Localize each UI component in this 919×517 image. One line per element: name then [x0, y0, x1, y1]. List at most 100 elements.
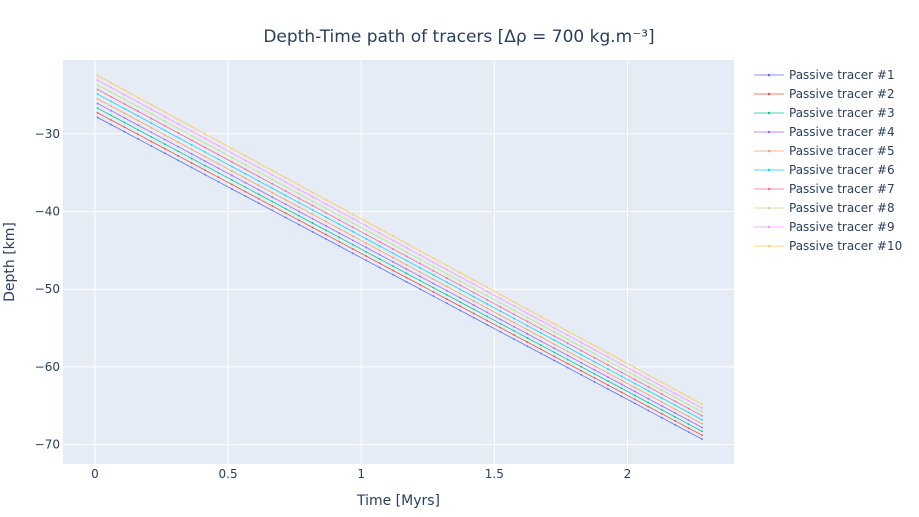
data-point: [553, 335, 556, 337]
data-point: [204, 160, 206, 163]
data-point: [607, 356, 609, 358]
series-line: [97, 84, 703, 413]
data-point: [526, 341, 529, 344]
data-point: [338, 219, 341, 221]
data-point: [526, 320, 529, 323]
data-point: [701, 418, 703, 421]
data-point: [298, 184, 300, 186]
data-point: [445, 302, 448, 305]
data-point: [271, 187, 274, 190]
data-point: [566, 338, 569, 341]
data-point: [217, 149, 220, 152]
legend-marker: [767, 73, 771, 77]
data-point: [150, 103, 153, 106]
data-point: [96, 102, 99, 105]
data-point: [110, 105, 112, 107]
data-point: [620, 371, 623, 374]
data-point: [123, 117, 126, 119]
data-point: [110, 91, 112, 94]
data-point: [311, 195, 314, 198]
data-point: [284, 176, 287, 179]
data-point: [123, 130, 126, 133]
data-point: [660, 412, 663, 415]
data-point: [257, 166, 260, 169]
legend-item-4[interactable]: Passive tracer #4: [754, 125, 895, 139]
series-lines: [96, 74, 703, 441]
data-point: [325, 224, 327, 227]
data-point: [271, 200, 274, 203]
data-point: [445, 285, 448, 288]
data-point: [137, 114, 139, 117]
series-3: [96, 107, 703, 433]
data-point: [110, 86, 112, 89]
data-point: [499, 326, 502, 329]
data-point: [419, 279, 421, 282]
data-point: [190, 166, 193, 169]
data-point: [137, 138, 139, 140]
data-point: [526, 324, 529, 327]
data-point: [163, 115, 166, 118]
data-point: [110, 81, 112, 84]
data-point: [580, 373, 583, 376]
data-point: [499, 314, 502, 317]
data-point: [647, 401, 650, 404]
data-point: [620, 375, 623, 378]
data-point: [526, 345, 529, 348]
data-point: [593, 348, 596, 351]
legend-item-2[interactable]: Passive tracer #2: [754, 87, 895, 101]
legend-item-6[interactable]: Passive tracer #6: [754, 163, 895, 177]
data-point: [432, 257, 435, 260]
data-point: [647, 374, 650, 376]
data-point: [137, 133, 139, 136]
legend-item-1[interactable]: Passive tracer #1: [754, 68, 895, 82]
data-point: [311, 217, 314, 220]
data-point: [580, 361, 583, 364]
data-point: [486, 319, 489, 322]
data-point: [150, 135, 153, 138]
data-point: [204, 146, 206, 149]
data-point: [432, 278, 435, 281]
data-point: [298, 210, 300, 213]
data-point: [204, 151, 206, 153]
data-point: [607, 368, 609, 370]
data-point: [123, 98, 126, 101]
data-point: [432, 269, 435, 272]
data-point: [580, 349, 583, 352]
data-point: [674, 408, 677, 411]
data-point: [539, 327, 542, 330]
data-point: [633, 402, 636, 405]
series-line: [97, 79, 703, 409]
legend-item-9[interactable]: Passive tracer #9: [754, 220, 895, 234]
data-point: [472, 316, 475, 319]
data-point: [110, 95, 112, 98]
legend-item-5[interactable]: Passive tracer #5: [754, 144, 895, 158]
data-point: [647, 409, 650, 412]
legend-item-7[interactable]: Passive tracer #7: [754, 182, 895, 196]
legend-item-10[interactable]: Passive tracer #10: [754, 239, 902, 253]
data-point: [660, 416, 663, 419]
data-point: [405, 272, 408, 275]
data-point: [96, 88, 99, 91]
data-point: [687, 427, 690, 429]
data-point: [244, 186, 247, 189]
data-point: [351, 213, 354, 216]
legend-marker: [767, 244, 771, 248]
legend-marker: [767, 130, 771, 134]
data-point: [593, 364, 596, 367]
data-point: [163, 143, 166, 145]
data-point: [257, 180, 260, 182]
data-point: [217, 176, 220, 179]
data-point: [620, 359, 623, 362]
data-point: [392, 248, 395, 250]
series-10: [96, 74, 703, 406]
data-point: [499, 297, 502, 300]
legend-item-8[interactable]: Passive tracer #8: [754, 201, 895, 215]
data-point: [405, 255, 408, 258]
data-point: [271, 191, 274, 194]
data-point: [687, 411, 690, 414]
data-point: [311, 204, 314, 207]
data-point: [566, 366, 569, 369]
data-point: [163, 129, 166, 132]
legend-item-3[interactable]: Passive tracer #3: [754, 106, 895, 120]
data-point: [365, 220, 368, 223]
